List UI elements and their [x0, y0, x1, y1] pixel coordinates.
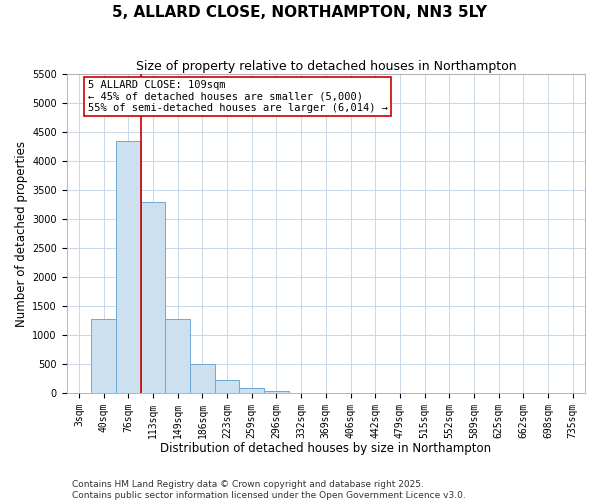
- Y-axis label: Number of detached properties: Number of detached properties: [15, 140, 28, 326]
- Bar: [190, 364, 215, 393]
- Bar: [215, 380, 239, 393]
- Text: 5, ALLARD CLOSE, NORTHAMPTON, NN3 5LY: 5, ALLARD CLOSE, NORTHAMPTON, NN3 5LY: [113, 5, 487, 20]
- Text: Contains HM Land Registry data © Crown copyright and database right 2025.
Contai: Contains HM Land Registry data © Crown c…: [72, 480, 466, 500]
- Bar: [91, 320, 116, 393]
- Bar: [140, 202, 166, 393]
- X-axis label: Distribution of detached houses by size in Northampton: Distribution of detached houses by size …: [160, 442, 491, 455]
- Bar: [166, 318, 190, 393]
- Bar: [264, 391, 289, 393]
- Bar: [239, 388, 264, 393]
- Bar: [116, 141, 140, 393]
- Title: Size of property relative to detached houses in Northampton: Size of property relative to detached ho…: [136, 60, 516, 73]
- Text: 5 ALLARD CLOSE: 109sqm
← 45% of detached houses are smaller (5,000)
55% of semi-: 5 ALLARD CLOSE: 109sqm ← 45% of detached…: [88, 80, 388, 113]
